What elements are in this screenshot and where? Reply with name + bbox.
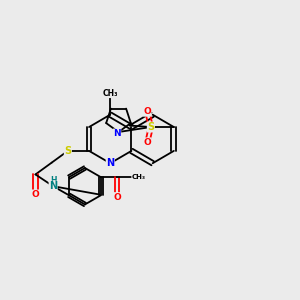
Text: O: O [143, 138, 151, 147]
Text: N: N [113, 129, 121, 138]
Text: S: S [64, 146, 71, 156]
Text: N: N [106, 158, 114, 168]
Text: CH₃: CH₃ [103, 89, 118, 98]
Text: N: N [49, 181, 57, 191]
Text: CH₃: CH₃ [132, 174, 146, 180]
Text: O: O [32, 190, 39, 199]
Text: S: S [147, 122, 155, 132]
Text: O: O [143, 107, 151, 116]
Text: H: H [50, 176, 56, 185]
Text: O: O [113, 193, 121, 202]
